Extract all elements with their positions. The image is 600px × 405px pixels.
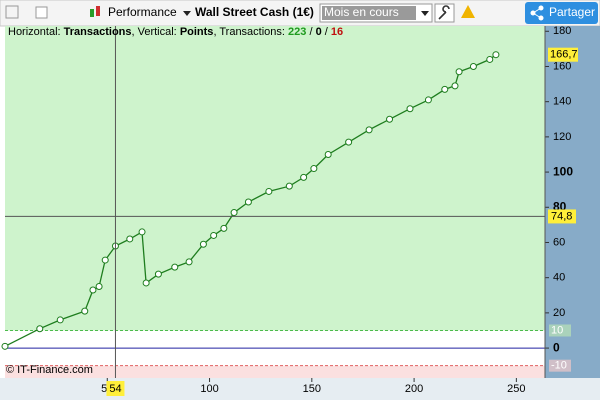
- trade-point: [36, 325, 44, 333]
- info-text: /: [309, 26, 313, 38]
- trade-point: [220, 224, 228, 232]
- trade-point: [142, 279, 150, 287]
- y-tick-label: 0: [553, 340, 560, 354]
- view-label[interactable]: Performance: [108, 5, 177, 19]
- trade-point: [56, 316, 64, 324]
- crosshair-y-box: [548, 209, 576, 224]
- share-icon: [530, 5, 544, 21]
- trade-point: [455, 68, 463, 76]
- trade-point: [126, 235, 134, 243]
- x-tick-label: 150: [303, 383, 321, 395]
- y-tick-label: 180: [553, 25, 571, 37]
- trade-point: [101, 256, 109, 264]
- period-arrow[interactable]: [421, 11, 429, 16]
- level-label-box: [549, 359, 571, 372]
- last-value-box: [548, 47, 578, 62]
- wrench-icon: [438, 5, 450, 20]
- crosshair-x-label: 54: [109, 383, 121, 395]
- y-axis-panel: [545, 26, 600, 378]
- info-losses: 16: [331, 26, 343, 38]
- trade-point: [441, 85, 449, 93]
- candle-icon: [90, 6, 100, 17]
- y-tick-label: 60: [553, 236, 565, 248]
- info-text: Points: [180, 26, 214, 38]
- trade-point: [210, 231, 218, 239]
- instrument[interactable]: Wall Street Cash (1€): [195, 5, 314, 19]
- y-tick-label: 160: [553, 60, 571, 72]
- y-tick-label: 120: [553, 131, 571, 143]
- trade-point: [424, 96, 432, 104]
- checkbox[interactable]: [35, 6, 48, 19]
- trade-point: [300, 173, 308, 181]
- trade-point: [244, 198, 252, 206]
- trade-point: [406, 105, 414, 113]
- trade-point: [386, 115, 394, 123]
- info-text: , Vertical:: [132, 26, 177, 38]
- info-line: Horizontal: Transactions, Vertical: Poin…: [8, 26, 343, 38]
- y-tick-label: 20: [553, 307, 565, 319]
- y-tick-label: 40: [553, 272, 565, 284]
- warning-icon[interactable]: [461, 5, 475, 18]
- trade-point: [469, 62, 477, 70]
- info-text: Horizontal:: [8, 26, 61, 38]
- info-text: Transactions: [64, 26, 132, 38]
- trade-point: [185, 258, 193, 266]
- menu-icon[interactable]: [5, 5, 19, 19]
- info-text: , Transactions:: [213, 26, 285, 38]
- share-text: Partager: [549, 5, 595, 19]
- trade-point: [199, 240, 207, 248]
- y-tick-label: 140: [553, 96, 571, 108]
- trade-point: [138, 228, 146, 236]
- trade-point: [171, 263, 179, 271]
- loss-zone: [5, 365, 545, 378]
- trade-point: [81, 307, 89, 315]
- level-label: -10: [551, 360, 567, 372]
- trade-point: [451, 82, 459, 90]
- trade-point: [324, 150, 332, 158]
- y-tick-label: 100: [553, 164, 573, 178]
- footer: © IT-Finance.com: [6, 364, 93, 376]
- trade-point: [486, 55, 494, 63]
- trade-point: [95, 282, 103, 290]
- period-highlight: [322, 6, 416, 20]
- level-label: 10: [551, 324, 563, 336]
- crosshair-x-box: [106, 381, 125, 396]
- last-value-label: 166,7: [550, 49, 578, 61]
- trade-point: [365, 126, 373, 134]
- crosshair-y-label: 74,8: [551, 210, 572, 222]
- x-axis-panel: [0, 378, 600, 400]
- trade-point: [265, 187, 273, 195]
- trade-point: [285, 182, 293, 190]
- info-wins: 223: [288, 26, 306, 38]
- period-text: Mois en cours: [324, 5, 399, 19]
- x-tick-label: 200: [405, 383, 423, 395]
- info-text: /: [325, 26, 329, 38]
- x-tick-label: 100: [200, 383, 218, 395]
- dropdown-arrow[interactable]: [183, 11, 191, 16]
- profit-zone: [5, 26, 545, 331]
- trade-point: [345, 138, 353, 146]
- trade-point: [89, 286, 97, 294]
- level-label-box: [549, 324, 571, 337]
- trade-point: [310, 165, 318, 173]
- info-even: 0: [316, 26, 322, 38]
- trade-point: [492, 51, 500, 59]
- trade-point: [154, 270, 162, 278]
- x-tick-label: 250: [507, 383, 525, 395]
- trade-point: [230, 209, 238, 217]
- trade-point: [1, 342, 9, 350]
